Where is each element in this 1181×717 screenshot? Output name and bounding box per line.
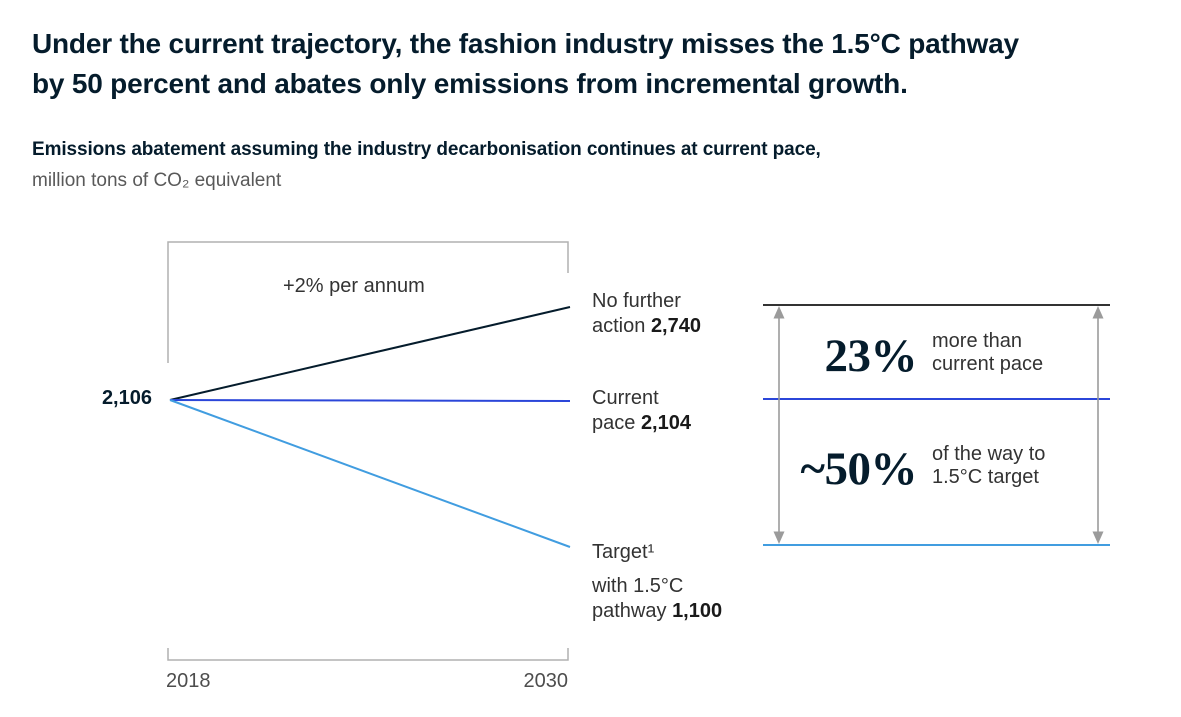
current-pace-line	[169, 399, 571, 402]
no-further-action-line	[169, 306, 571, 401]
current-value: 2,104	[640, 412, 691, 434]
x-axis	[167, 648, 569, 661]
no-further-action-label: No further action 2,740	[592, 289, 701, 339]
current-pace-label: Current pace 2,104	[592, 386, 691, 436]
top-bracket	[167, 241, 569, 363]
target-line3: pathway	[592, 600, 667, 622]
target-value: 1,100	[672, 600, 723, 622]
target-label: Target¹ with 1.5°C pathway 1,100	[592, 540, 722, 624]
right-span-arrow-icon	[1092, 306, 1104, 544]
no-further-line2: action	[592, 315, 646, 337]
target-line1: Target¹	[592, 541, 655, 563]
chart-subtitle: Emissions abatement assuming the industr…	[32, 139, 821, 160]
no-further-value: 2,740	[650, 315, 701, 337]
stat-23-desc-line2: current pace	[932, 353, 1044, 375]
stat-23-percent: 23%	[824, 330, 918, 382]
left-span-arrow-down-head	[773, 531, 785, 544]
stat-23-desc-line1: more than	[932, 330, 1023, 352]
no-further-line1: No further	[592, 290, 681, 312]
right-span-arrow-up-head	[1092, 306, 1104, 319]
x-axis-tick-2030: 2030	[523, 670, 569, 692]
title-line2: by 50 percent and abates only emissions …	[32, 68, 908, 99]
stat-50-percent: ~50%	[800, 443, 918, 495]
target-line2: with 1.5°C	[592, 575, 684, 597]
page-title: Under the current trajectory, the fashio…	[32, 24, 1019, 104]
x-axis-tick-2018: 2018	[166, 670, 211, 692]
target-sublabel: with 1.5°C pathway 1,100	[592, 574, 722, 624]
right-span-arrow-down-head	[1092, 531, 1104, 544]
left-span-arrow-up-head	[773, 306, 785, 319]
chart-unit-label: million tons of CO₂ equivalent	[32, 170, 282, 191]
growth-annotation: +2% per annum	[283, 275, 425, 297]
title-line1: Under the current trajectory, the fashio…	[32, 28, 1019, 59]
current-line2: pace	[592, 412, 636, 434]
stat-50-description: of the way to 1.5°C target	[932, 443, 1045, 489]
target-line	[169, 399, 571, 548]
stat-23-description: more than current pace	[932, 330, 1043, 376]
stat-50-desc-line2: 1.5°C target	[932, 466, 1039, 488]
start-value-label: 2,106	[101, 387, 152, 409]
stat-50-desc-line1: of the way to	[932, 443, 1046, 465]
current-line1: Current	[592, 387, 659, 409]
